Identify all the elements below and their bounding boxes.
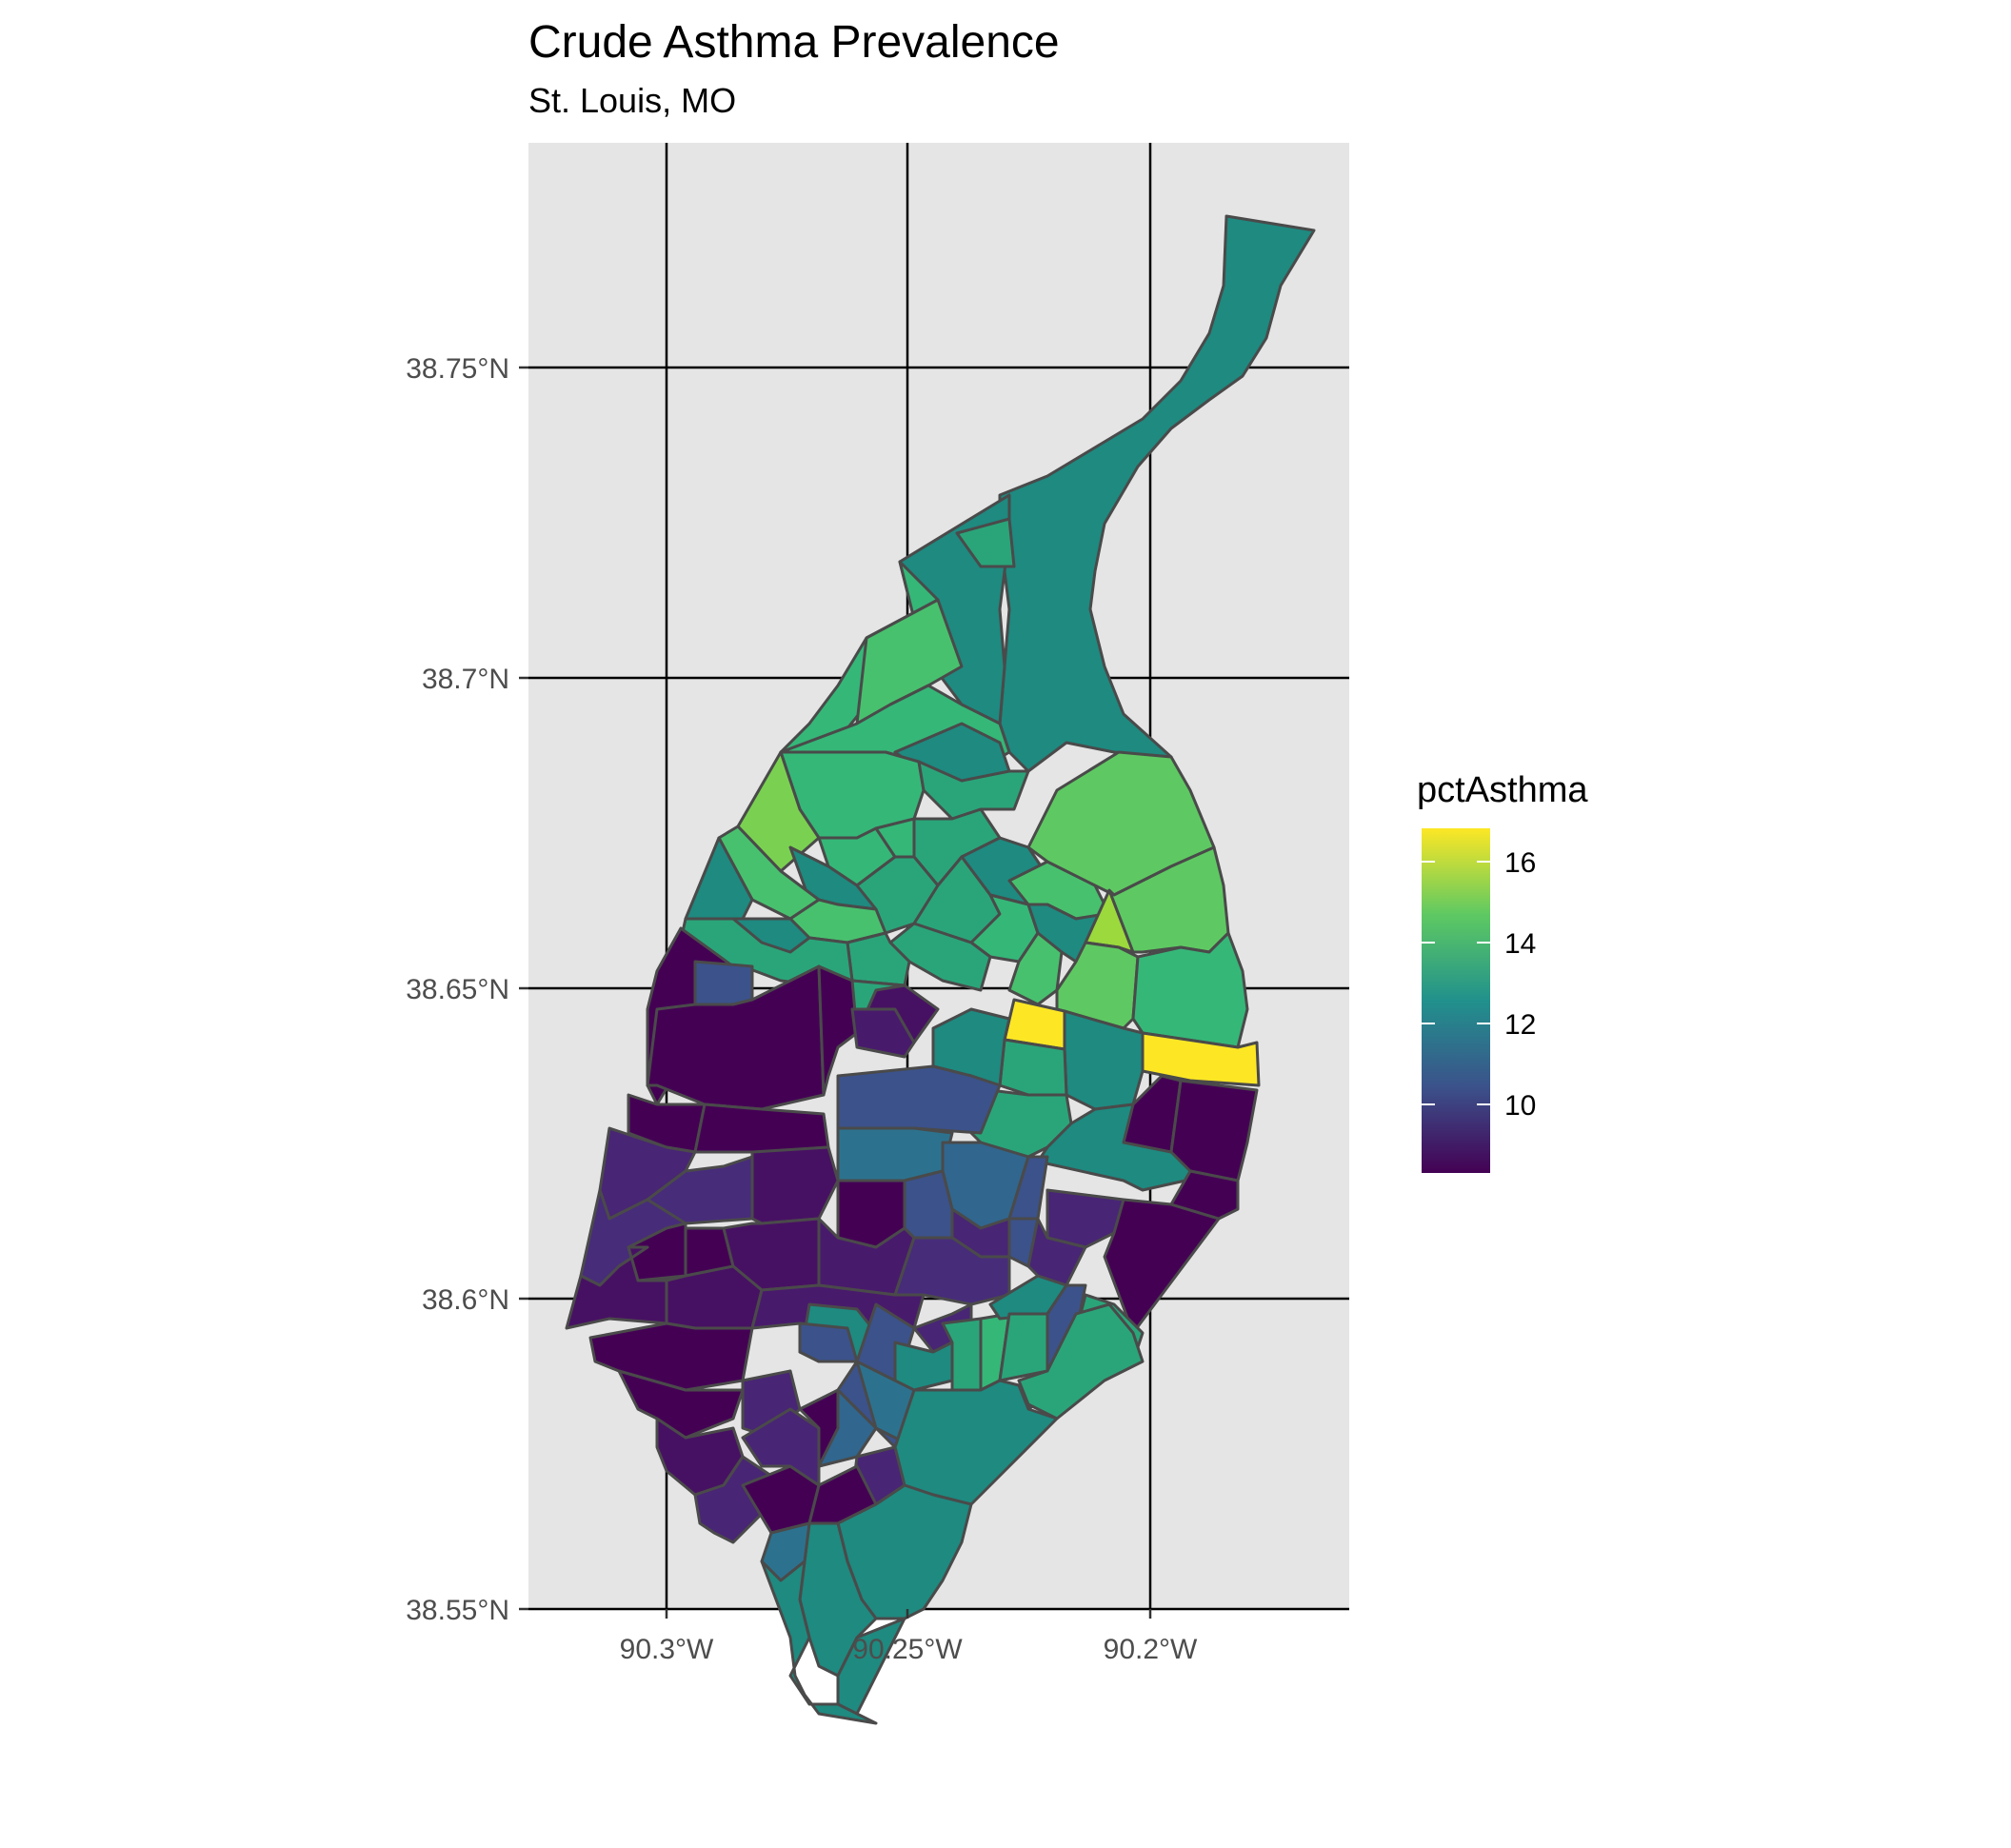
tract-s6 xyxy=(760,1560,878,1725)
tract-lc8 xyxy=(998,1312,1049,1382)
y-tick-label-2: 38.7°N xyxy=(422,664,509,695)
tract-m9-navy xyxy=(836,1064,1002,1135)
tract-lc4 xyxy=(893,1341,954,1392)
tract-lc11-green xyxy=(1017,1302,1145,1421)
tract-sw20 xyxy=(817,1388,878,1468)
x-tick-label-3: 90.2°W xyxy=(1104,1634,1198,1665)
legend-ticks: 10 12 14 16 xyxy=(1422,847,1536,1122)
tract-wd12 xyxy=(903,1169,954,1240)
census-tracts xyxy=(565,214,1316,1725)
y-tick-label-1: 38.75°N xyxy=(406,353,509,385)
tract-wd7 xyxy=(693,1103,830,1154)
x-tick-label-2: 90.25°W xyxy=(852,1634,963,1665)
legend-label-10: 10 xyxy=(1504,1090,1536,1122)
chart-subtitle: St. Louis, MO xyxy=(528,81,736,120)
chart-title: Crude Asthma Prevalence xyxy=(528,17,1060,68)
legend-label-14: 14 xyxy=(1504,928,1536,960)
tract-wd5 xyxy=(850,1007,916,1059)
legend: pctAsthma 10 12 14 16 xyxy=(1417,770,1588,1173)
tract-ne3 xyxy=(1131,931,1249,1049)
legend-tick-10: 10 xyxy=(1422,1090,1536,1122)
tract-m2 xyxy=(998,1038,1068,1097)
axis-ticks xyxy=(519,366,1152,1619)
legend-colorbar xyxy=(1422,828,1490,1173)
legend-title: pctAsthma xyxy=(1417,770,1588,810)
x-tick-label-1: 90.3°W xyxy=(620,1634,714,1665)
tract-sw7 xyxy=(565,1245,668,1330)
tract-w3 xyxy=(731,917,811,954)
legend-label-12: 12 xyxy=(1504,1009,1536,1041)
tract-m15-dark xyxy=(1169,1169,1240,1221)
legend-tick-14: 14 xyxy=(1422,928,1536,960)
tract-sw12 xyxy=(617,1369,745,1440)
tract-north-river xyxy=(998,214,1316,773)
tract-wd4 xyxy=(817,964,859,1097)
legend-tick-12: 12 xyxy=(1422,1009,1536,1041)
tract-sw10 xyxy=(798,1321,859,1363)
legend-label-16: 16 xyxy=(1504,847,1536,879)
tract-m13 xyxy=(1045,1188,1125,1249)
tract-wd2 xyxy=(693,960,754,1006)
y-tick-label-4: 38.6°N xyxy=(422,1284,509,1316)
y-tick-label-5: 38.55°N xyxy=(406,1595,509,1626)
y-tick-label-3: 38.65°N xyxy=(406,974,509,1005)
tract-n2 xyxy=(955,517,1016,568)
legend-tick-16: 16 xyxy=(1422,847,1536,879)
tract-nw8 xyxy=(917,760,1030,821)
